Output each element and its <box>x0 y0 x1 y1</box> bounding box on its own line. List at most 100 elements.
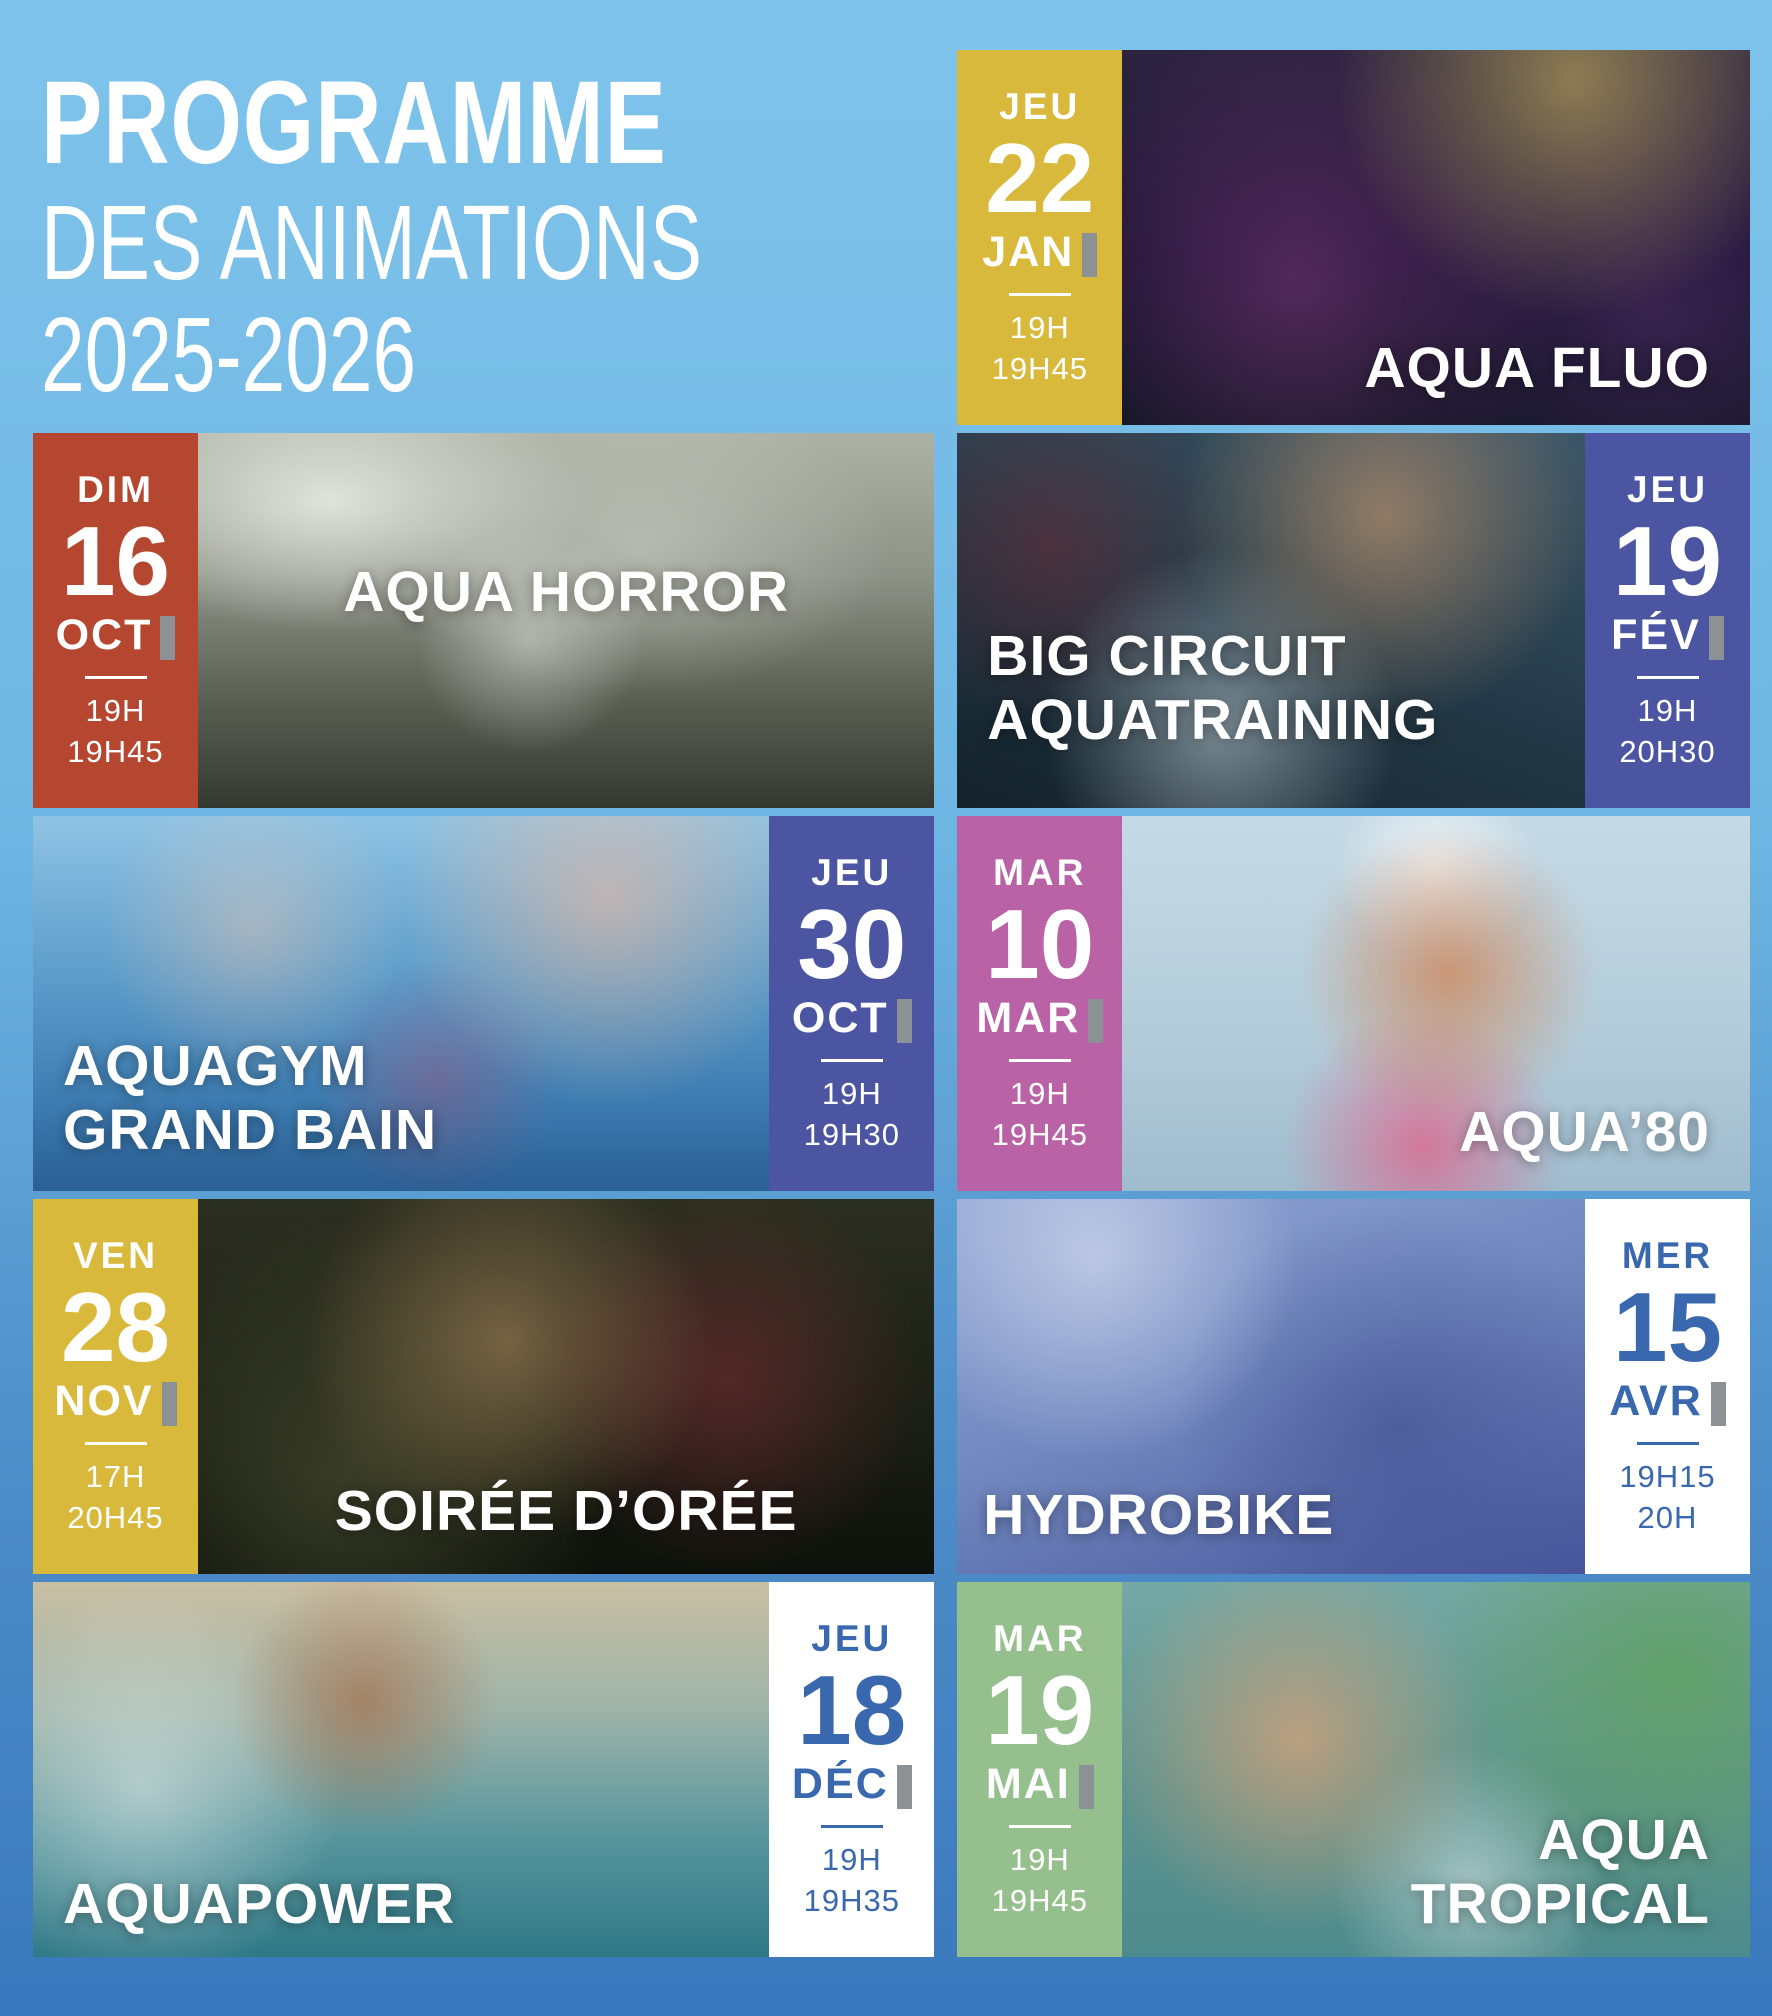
event-day: MER <box>1621 1235 1714 1277</box>
date-block: JEU 30 OCT 19H 19H30 <box>769 816 935 1191</box>
date-separator <box>1008 293 1071 297</box>
month-tick <box>1708 615 1724 660</box>
month-tick <box>160 615 176 660</box>
event-month: MAR <box>976 994 1081 1043</box>
event-time-end: 19H45 <box>67 733 164 769</box>
event-card-aqua-horror: DIM 16 OCT 19H 19H45 AQUA HORROR <box>33 433 935 808</box>
event-day: JEU <box>1627 469 1708 511</box>
aqua-80-photo: AQUA’80 <box>1122 816 1750 1191</box>
event-time-start: 19H <box>1009 1076 1070 1112</box>
event-date: 28 <box>60 1272 170 1383</box>
event-title: HYDROBIKE <box>983 1483 1335 1548</box>
event-time-start: 17H <box>85 1459 146 1495</box>
month-tick <box>1078 1764 1094 1809</box>
event-card-big-circuit-aquatraining: JEU 19 FÉV 19H 20H30 BIG CIRCUIT AQUATRAIN… <box>957 433 1750 808</box>
hydrobike-photo: HYDROBIKE <box>957 1199 1585 1574</box>
event-time-start: 19H <box>1009 1842 1070 1878</box>
date-block: MAR 19 MAI 19H 19H45 <box>957 1582 1123 1957</box>
date-separator <box>84 676 147 680</box>
month-tick <box>1710 1381 1726 1426</box>
event-title: AQUA TROPICAL <box>1410 1808 1710 1937</box>
poster-title: PROGRAMME DES ANIMATIONS 2025-2026 <box>33 50 934 425</box>
date-block: MAR 10 MAR 19H 19H45 <box>957 816 1123 1191</box>
date-block: MER 15 AVR 19H15 20H <box>1585 1199 1750 1574</box>
big-circuit-aquatraining-photo: BIG CIRCUIT AQUATRAINING <box>957 433 1585 808</box>
poster-title-line1: PROGRAMME <box>41 57 667 189</box>
date-separator <box>1636 1442 1699 1446</box>
event-time-start: 19H <box>821 1076 882 1112</box>
date-separator <box>820 1825 883 1829</box>
event-time-end: 20H30 <box>1619 733 1716 769</box>
event-title: AQUA HORROR <box>343 560 790 625</box>
event-card-aquagym-grand-bain: JEU 30 OCT 19H 19H30 AQUAGYM GRAND BAIN <box>33 816 935 1191</box>
event-date: 16 <box>60 506 170 617</box>
event-month: DÉC <box>791 1760 889 1809</box>
event-day: JEU <box>999 86 1081 128</box>
date-separator <box>1008 1059 1071 1063</box>
event-day: VEN <box>72 1235 159 1277</box>
month-tick <box>161 1381 177 1426</box>
event-time-end: 19H45 <box>991 1882 1088 1918</box>
soiree-d-oree-photo: SOIRÉE D’ORÉE <box>198 1199 935 1574</box>
event-day: MAR <box>993 1618 1087 1660</box>
event-time-end: 19H45 <box>991 350 1088 386</box>
event-title: AQUAGYM GRAND BAIN <box>63 1034 438 1163</box>
event-time-start: 19H <box>1009 310 1070 346</box>
event-time-end: 19H45 <box>991 1116 1088 1152</box>
aqua-horror-photo: AQUA HORROR <box>198 433 935 808</box>
event-time-start: 19H15 <box>1619 1459 1716 1495</box>
date-block: JEU 19 FÉV 19H 20H30 <box>1585 433 1750 808</box>
date-separator <box>1008 1825 1071 1829</box>
event-day: DIM <box>77 469 154 511</box>
date-block: JEU 22 JAN 19H 19H45 <box>957 50 1123 425</box>
event-date: 30 <box>797 889 907 1000</box>
month-tick <box>896 1764 912 1809</box>
event-time-start: 19H <box>85 693 146 729</box>
event-day: JEU <box>811 852 893 894</box>
date-block: JEU 18 DÉC 19H 19H35 <box>769 1582 935 1957</box>
date-separator <box>1636 676 1699 680</box>
event-time-end: 19H30 <box>803 1116 900 1152</box>
event-title: AQUA’80 <box>1459 1100 1710 1165</box>
event-card-aqua-fluo: JEU 22 JAN 19H 19H45 AQUA FLUO <box>957 50 1750 425</box>
aquapower-photo: AQUAPOWER <box>33 1582 770 1957</box>
poster-grid: PROGRAMME DES ANIMATIONS 2025-2026 JEU 2… <box>33 50 1750 1957</box>
event-date: 15 <box>1612 1272 1722 1383</box>
event-date: 19 <box>985 1655 1095 1766</box>
event-month: MAI <box>985 1760 1071 1809</box>
event-title: BIG CIRCUIT AQUATRAINING <box>987 624 1439 753</box>
event-date: 22 <box>985 123 1095 234</box>
event-time-end: 20H45 <box>67 1499 164 1535</box>
event-month: JAN <box>982 228 1075 277</box>
month-tick <box>1082 232 1098 277</box>
date-block: VEN 28 NOV 17H 20H45 <box>33 1199 198 1574</box>
aqua-tropical-photo: AQUA TROPICAL <box>1122 1582 1750 1957</box>
date-block: DIM 16 OCT 19H 19H45 <box>33 433 198 808</box>
event-title: AQUA FLUO <box>1364 336 1710 401</box>
event-card-aqua-tropical: MAR 19 MAI 19H 19H45 AQUA TROPICAL <box>957 1582 1750 1957</box>
month-tick <box>1088 998 1104 1043</box>
event-title: SOIRÉE D’ORÉE <box>334 1479 798 1544</box>
poster-title-line3: 2025-2026 <box>41 296 417 414</box>
poster-title-line2: DES ANIMATIONS <box>41 184 703 302</box>
event-month: FÉV <box>1611 611 1701 660</box>
event-time-start: 19H <box>821 1842 882 1878</box>
event-title: AQUAPOWER <box>63 1872 456 1937</box>
event-month: NOV <box>54 1377 154 1426</box>
event-date: 10 <box>985 889 1095 1000</box>
event-day: MAR <box>993 852 1087 894</box>
event-card-aquapower: JEU 18 DÉC 19H 19H35 AQUAPOWER <box>33 1582 935 1957</box>
event-card-hydrobike: MER 15 AVR 19H15 20H HYDROBIKE <box>957 1199 1750 1574</box>
event-month: OCT <box>55 611 153 660</box>
event-month: AVR <box>1609 1377 1703 1426</box>
aqua-fluo-photo: AQUA FLUO <box>1122 50 1750 425</box>
event-day: JEU <box>811 1618 893 1660</box>
event-time-start: 19H <box>1637 693 1698 729</box>
date-separator <box>820 1059 883 1063</box>
aquagym-grand-bain-photo: AQUAGYM GRAND BAIN <box>33 816 770 1191</box>
event-time-end: 20H <box>1637 1499 1698 1535</box>
event-time-end: 19H35 <box>803 1882 900 1918</box>
event-card-aqua-80: MAR 10 MAR 19H 19H45 AQUA’80 <box>957 816 1750 1191</box>
event-date: 19 <box>1612 506 1722 617</box>
date-separator <box>84 1442 147 1446</box>
